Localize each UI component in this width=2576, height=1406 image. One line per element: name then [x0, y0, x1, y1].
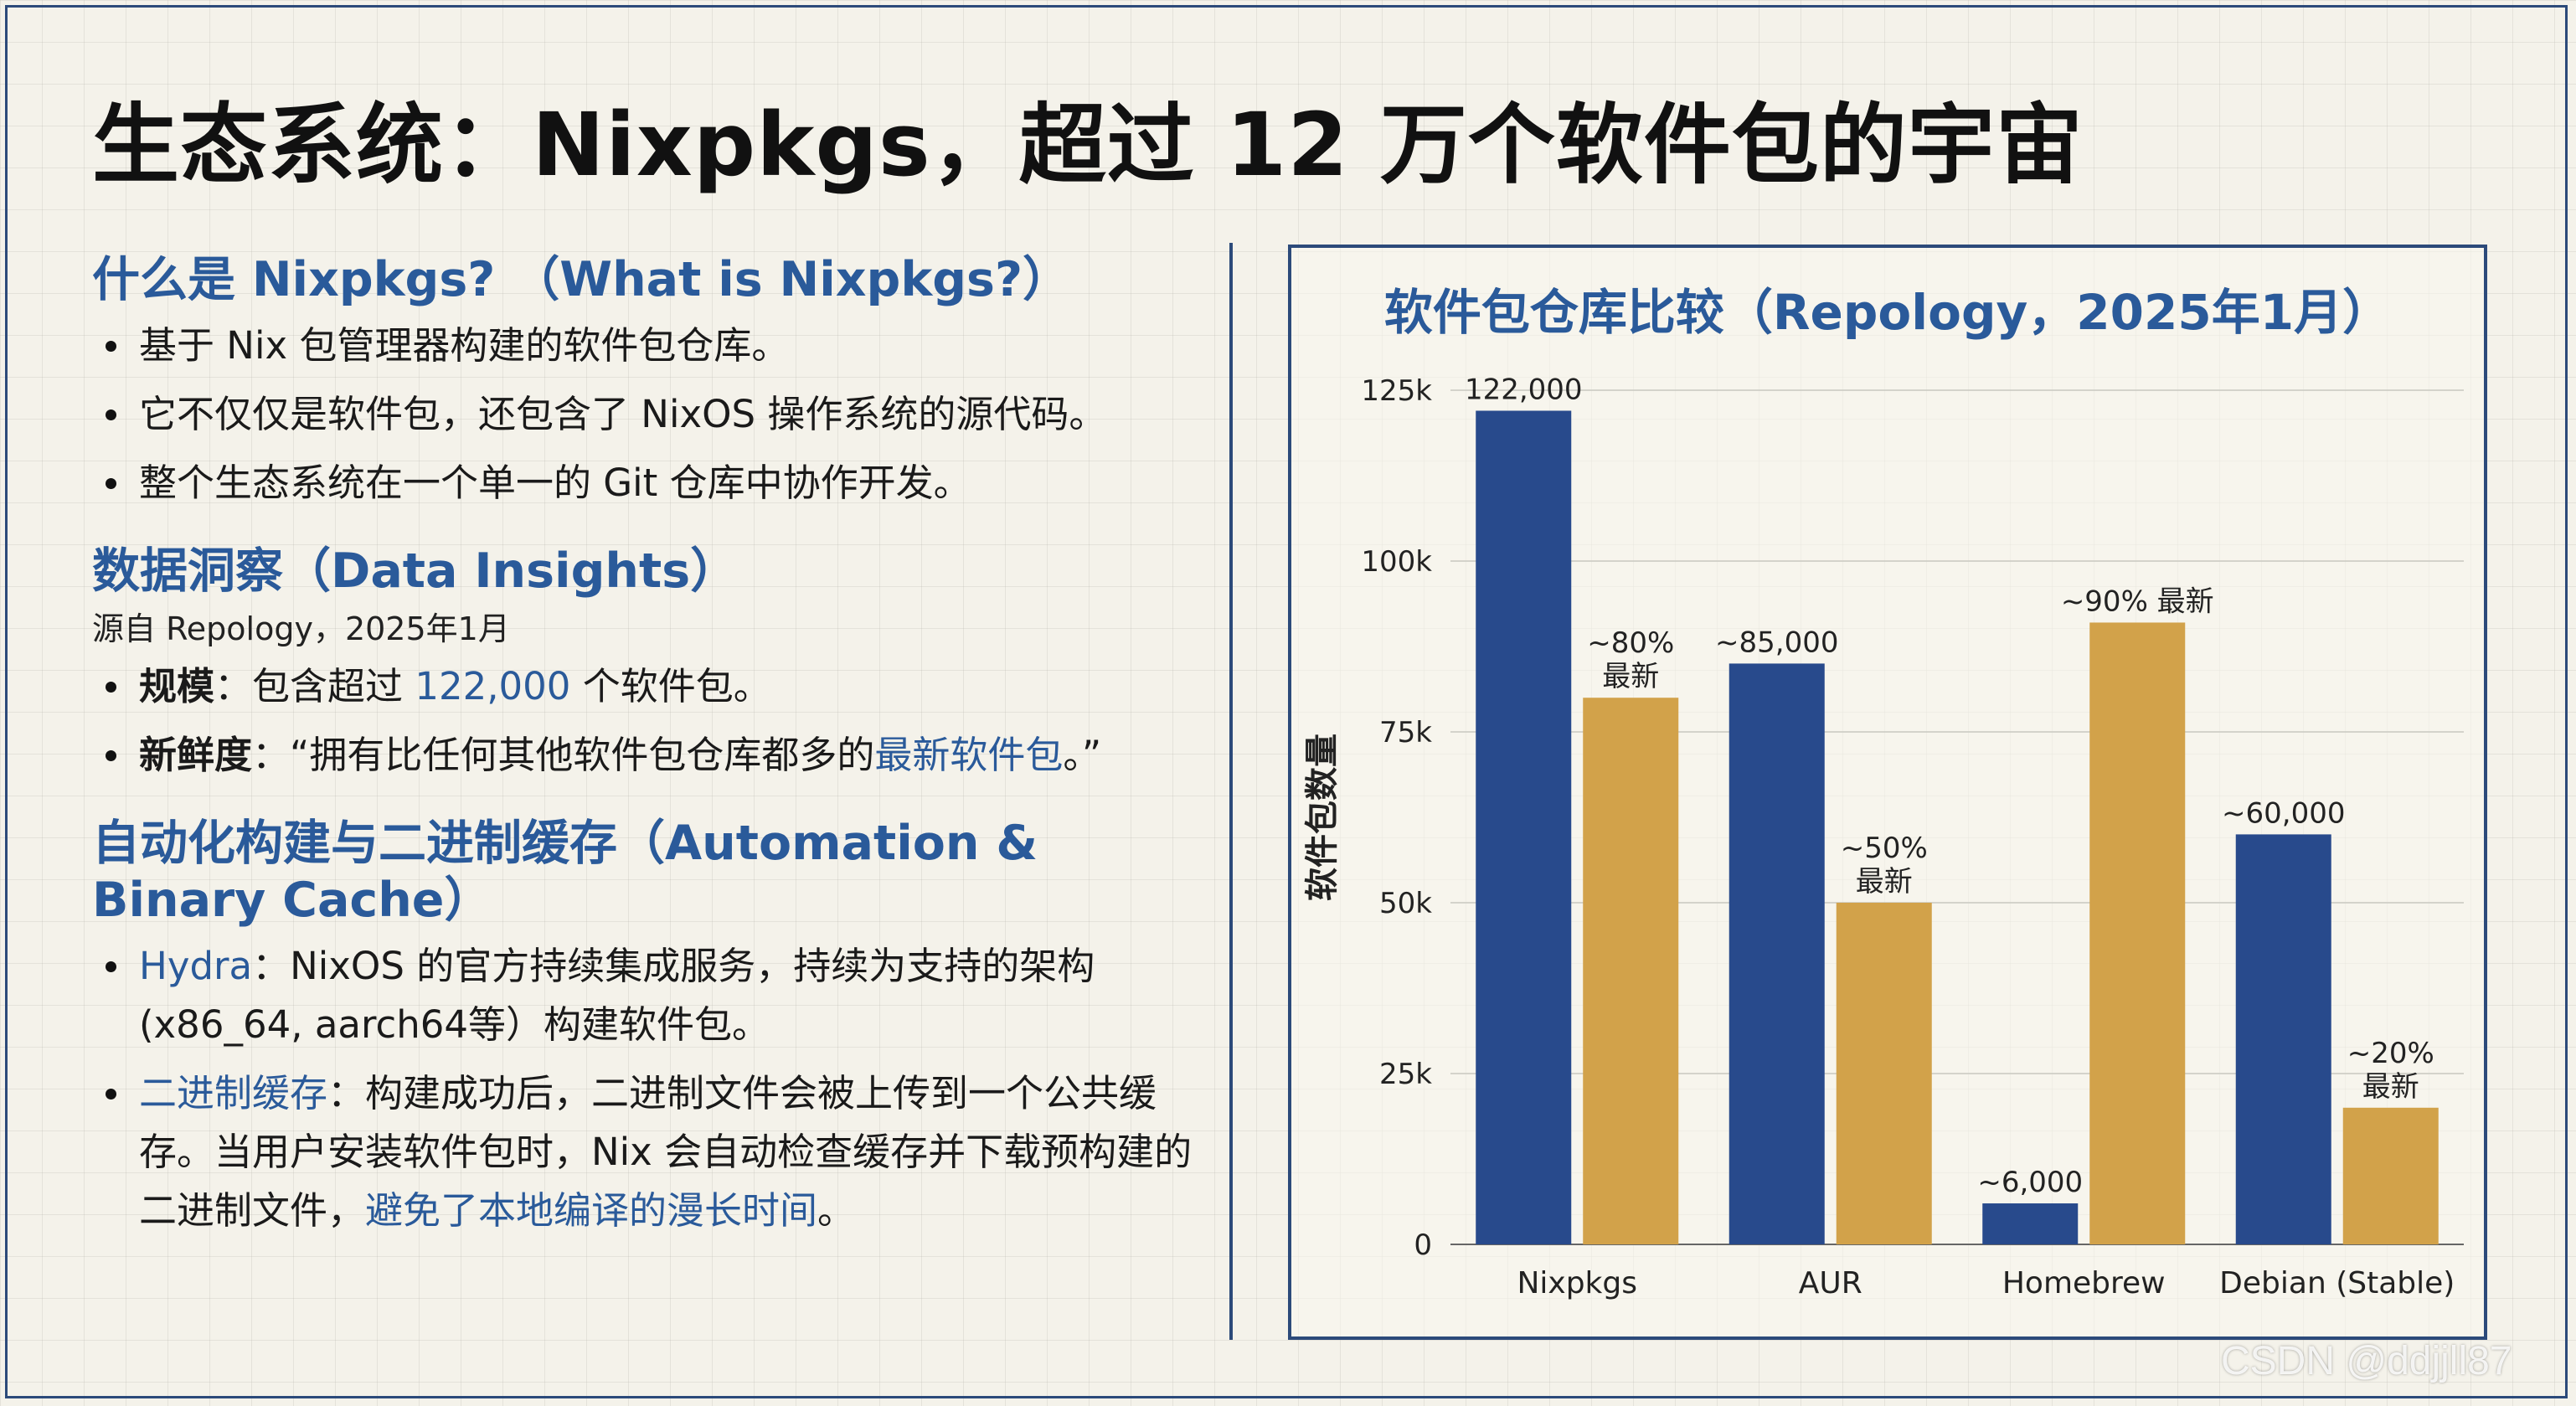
bar-total-packages — [2235, 834, 2331, 1244]
y-tick-label: 0 — [1414, 1228, 1432, 1262]
bar-total-packages — [1982, 1203, 2079, 1244]
bar-percent-latest — [1836, 903, 1932, 1244]
list-item: 基于 Nix 包管理器构建的软件包仓库。 — [92, 317, 1206, 375]
section-heading-insights: 数据洞察（Data Insights） — [92, 543, 739, 599]
left-column: 什么是 Nixpkgs? （What is Nixpkgs?） 基于 Nix 包… — [92, 251, 1206, 1250]
bar-chart: 025k50k75k100k125k软件包数量122,000~80%最新Nixp… — [1303, 373, 2464, 1300]
data-label: ~85,000 — [1715, 626, 1838, 659]
section-heading-automation: 自动化构建与二进制缓存（Automation & Binary Cache） — [92, 816, 1038, 928]
bar-percent-latest — [2089, 622, 2186, 1244]
data-label: ~50% — [1841, 832, 1928, 865]
scale-value: 122,000 — [415, 664, 571, 708]
fresh-pre: ：“拥有比任何其他软件包仓库都多的 — [252, 733, 875, 777]
y-tick-label: 125k — [1361, 374, 1432, 408]
fresh-highlight: 最新软件包 — [874, 733, 1064, 777]
bar-total-packages — [1728, 663, 1825, 1244]
cache-highlight: 避免了本地编译的漫长时间 — [365, 1188, 818, 1233]
scale-label: 规模 — [139, 664, 215, 708]
data-label: ~90% 最新 — [2061, 585, 2214, 618]
insights-bullet-list: 规模：包含超过 122,000 个软件包。 新鲜度：“拥有比任何其他软件包仓库都… — [92, 657, 1206, 785]
data-label: 122,000 — [1465, 373, 1583, 406]
scale-post: 个软件包。 — [570, 664, 771, 708]
scale-pre: ：包含超过 — [214, 664, 415, 708]
y-tick-label: 25k — [1379, 1058, 1432, 1091]
list-item-hydra: Hydra：NixOS 的官方持续集成服务，持续为支持的架构(x86_64, a… — [92, 937, 1206, 1054]
bar-total-packages — [1476, 410, 1572, 1244]
watermark: CSDN @ddjjll87 — [2221, 1339, 2512, 1383]
x-tick-label: Homebrew — [2002, 1266, 2166, 1300]
data-label: 最新 — [1602, 660, 1659, 693]
fresh-post: 。” — [1063, 733, 1102, 777]
data-label: ~60,000 — [2222, 796, 2345, 830]
hydra-label: Hydra — [139, 944, 253, 988]
list-item-freshness: 新鲜度：“拥有比任何其他软件包仓库都多的最新软件包。” — [92, 726, 1206, 785]
y-tick-label: 75k — [1379, 716, 1432, 749]
list-item-scale: 规模：包含超过 122,000 个软件包。 — [92, 657, 1206, 716]
data-label: ~80% — [1587, 626, 1674, 660]
y-axis-label: 软件包数量 — [1303, 734, 1342, 901]
data-label: ~20% — [2347, 1037, 2434, 1070]
list-item: 整个生态系统在一个单一的 Git 仓库中协作开发。 — [92, 454, 1206, 512]
list-item: 它不仅仅是软件包，还包含了 NixOS 操作系统的源代码。 — [92, 385, 1206, 444]
cache-text: ：构建成功后，二进制文件会被上传到一个公共缓存。当用户安装软件包时，Nix 会自… — [139, 1071, 1193, 1233]
page-frame — [5, 5, 2568, 1398]
automation-bullet-list: Hydra：NixOS 的官方持续集成服务，持续为支持的架构(x86_64, a… — [92, 937, 1206, 1240]
source-note: 源自 Repology，2025年1月 — [92, 610, 510, 647]
x-tick-label: Debian (Stable) — [2219, 1266, 2455, 1300]
cache-end: 。 — [817, 1188, 856, 1233]
bar-percent-latest — [2342, 1107, 2439, 1244]
section-heading-what: 什么是 Nixpkgs? （What is Nixpkgs?） — [92, 252, 1071, 307]
chart-panel: 软件包仓库比较（Repology，2025年1月） 0 25k 50k 75k 100k… — [1288, 245, 2487, 1340]
fresh-label: 新鲜度 — [139, 733, 253, 777]
bar-percent-latest — [1583, 698, 1679, 1244]
page-title: 生态系统：Nixpkgs，超过 12 万个软件包的宇宙 — [92, 94, 2084, 196]
y-tick-label: 100k — [1361, 545, 1432, 579]
what-bullet-list: 基于 Nix 包管理器构建的软件包仓库。 它不仅仅是软件包，还包含了 NixOS… — [92, 317, 1206, 512]
x-tick-label: Nixpkgs — [1517, 1266, 1637, 1300]
x-tick-label: AUR — [1799, 1266, 1862, 1300]
chart-title: 软件包仓库比较（Repology，2025年1月） — [1383, 284, 2392, 341]
data-label: 最新 — [1856, 865, 1913, 899]
list-item-cache: 二进制缓存：构建成功后，二进制文件会被上传到一个公共缓存。当用户安装软件包时，N… — [92, 1064, 1206, 1240]
hydra-text: ：NixOS 的官方持续集成服务，持续为支持的架构(x86_64, aarch6… — [139, 944, 1095, 1047]
y-tick-label: 50k — [1379, 887, 1432, 920]
column-divider — [1229, 243, 1233, 1340]
data-label: 最新 — [2362, 1070, 2419, 1104]
cache-label: 二进制缓存 — [139, 1071, 328, 1115]
data-label: ~6,000 — [1977, 1166, 2083, 1199]
